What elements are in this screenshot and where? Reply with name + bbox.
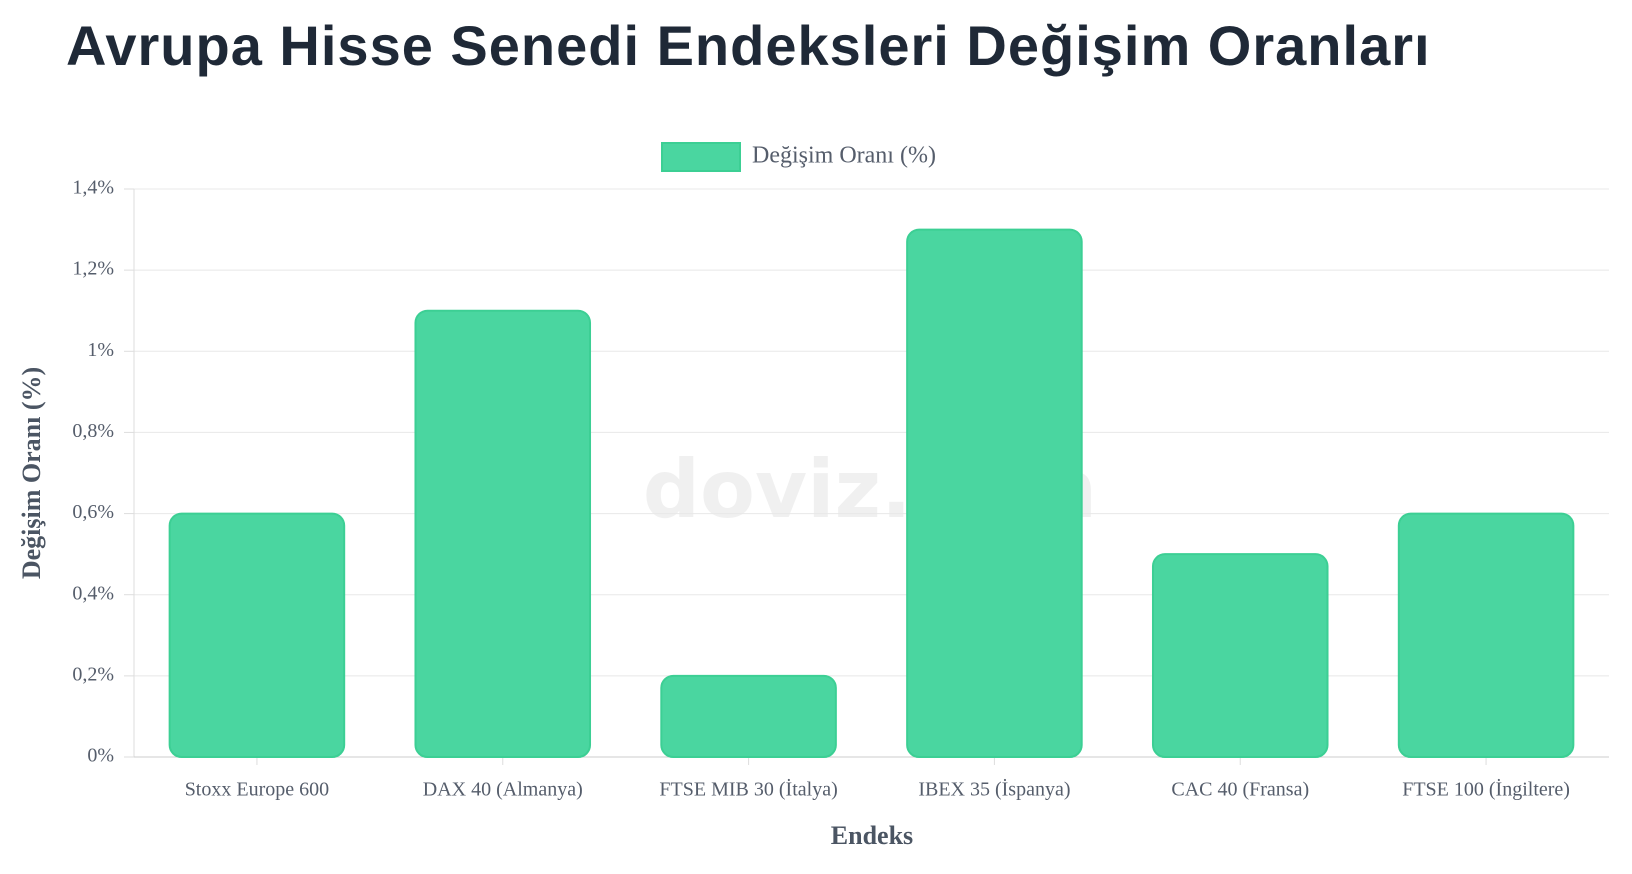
y-tick-label: 0% [87, 745, 114, 767]
y-axis-title: Değişim Oranı (%) [17, 367, 46, 579]
bar [414, 309, 592, 758]
y-tick-label: 1% [87, 339, 114, 361]
x-tick-label: IBEX 35 (İspanya) [918, 778, 1070, 801]
y-tick-label: 1,2% [72, 258, 114, 280]
legend-swatch [661, 142, 741, 172]
legend-label: Değişim Oranı (%) [752, 143, 936, 169]
bar [168, 512, 346, 758]
x-tick-label: FTSE MIB 30 (İtalya) [659, 778, 837, 801]
y-tick-label: 0,2% [72, 663, 114, 685]
x-axis-title: Endeks [831, 821, 913, 850]
bar [906, 228, 1083, 759]
chart-title: Avrupa Hisse Senedi Endeksleri Değişim O… [66, 14, 1431, 77]
y-tick-label: 0,8% [72, 420, 114, 442]
x-tick-label: Stoxx Europe 600 [185, 779, 329, 801]
bar [1151, 553, 1329, 759]
y-tick-label: 0,4% [72, 582, 114, 604]
bar [1397, 512, 1575, 758]
x-tick-label: DAX 40 (Almanya) [423, 779, 583, 801]
bar [660, 674, 837, 758]
x-tick-label: CAC 40 (Fransa) [1171, 779, 1309, 801]
x-tick-label: FTSE 100 (İngiltere) [1402, 778, 1570, 801]
y-tick-label: 0,6% [72, 501, 114, 523]
y-tick-label: 1,4% [72, 177, 114, 199]
